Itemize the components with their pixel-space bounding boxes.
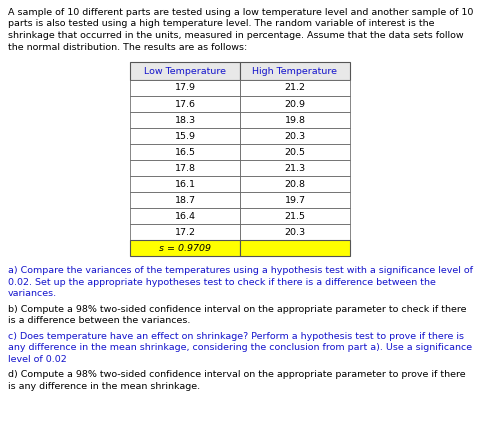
Text: 20.5: 20.5 xyxy=(284,147,305,157)
Text: 15.9: 15.9 xyxy=(174,132,196,140)
Text: shrinkage that occurred in the units, measured in percentage. Assume that the da: shrinkage that occurred in the units, me… xyxy=(8,31,464,40)
Text: 21.5: 21.5 xyxy=(284,211,305,221)
Text: variances.: variances. xyxy=(8,289,57,298)
Text: 19.8: 19.8 xyxy=(284,116,305,125)
Text: 16.1: 16.1 xyxy=(174,180,196,188)
Text: A sample of 10 different parts are tested using a low temperature level and anot: A sample of 10 different parts are teste… xyxy=(8,8,473,17)
Text: 17.6: 17.6 xyxy=(174,99,196,109)
Bar xyxy=(130,176,240,192)
Bar xyxy=(240,192,350,208)
Bar xyxy=(240,112,350,128)
Text: 18.3: 18.3 xyxy=(174,116,196,125)
Text: the normal distribution. The results are as follows:: the normal distribution. The results are… xyxy=(8,42,247,51)
Bar xyxy=(240,224,350,240)
Text: Low Temperature: Low Temperature xyxy=(144,67,226,75)
Bar xyxy=(130,160,240,176)
Bar xyxy=(130,62,240,80)
Bar xyxy=(130,144,240,160)
Text: d) Compute a 98% two-sided confidence interval on the appropriate parameter to p: d) Compute a 98% two-sided confidence in… xyxy=(8,370,466,379)
Bar xyxy=(130,208,240,224)
Bar xyxy=(240,128,350,144)
Text: 20.3: 20.3 xyxy=(284,228,305,236)
Text: 0.02. Set up the appropriate hypotheses test to check if there is a difference b: 0.02. Set up the appropriate hypotheses … xyxy=(8,277,436,286)
Text: parts is also tested using a high temperature level. The random variable of inte: parts is also tested using a high temper… xyxy=(8,20,434,28)
Text: s = 0.9709: s = 0.9709 xyxy=(159,243,211,252)
Text: level of 0.02: level of 0.02 xyxy=(8,354,67,364)
Text: c) Does temperature have an effect on shrinkage? Perform a hypothesis test to pr: c) Does temperature have an effect on sh… xyxy=(8,331,464,341)
Bar xyxy=(240,62,350,80)
Bar xyxy=(130,192,240,208)
Bar xyxy=(130,224,240,240)
Bar xyxy=(130,112,240,128)
Bar xyxy=(240,144,350,160)
Bar xyxy=(130,80,240,96)
Text: any difference in the mean shrinkage, considering the conclusion from part a). U: any difference in the mean shrinkage, co… xyxy=(8,343,472,352)
Bar xyxy=(240,80,350,96)
Text: is a difference between the variances.: is a difference between the variances. xyxy=(8,316,191,325)
Text: 17.8: 17.8 xyxy=(174,164,196,173)
Bar xyxy=(130,240,240,256)
Text: 21.2: 21.2 xyxy=(284,84,305,92)
Bar xyxy=(240,240,350,256)
Text: 20.8: 20.8 xyxy=(284,180,305,188)
Text: 17.9: 17.9 xyxy=(174,84,196,92)
Bar xyxy=(240,208,350,224)
Text: 18.7: 18.7 xyxy=(174,195,196,204)
Text: is any difference in the mean shrinkage.: is any difference in the mean shrinkage. xyxy=(8,382,200,391)
Text: b) Compute a 98% two-sided confidence interval on the appropriate parameter to c: b) Compute a 98% two-sided confidence in… xyxy=(8,304,467,313)
Bar xyxy=(240,96,350,112)
Bar xyxy=(130,128,240,144)
Text: 20.9: 20.9 xyxy=(284,99,305,109)
Text: a) Compare the variances of the temperatures using a hypothesis test with a sign: a) Compare the variances of the temperat… xyxy=(8,266,473,275)
Bar xyxy=(130,96,240,112)
Text: 16.5: 16.5 xyxy=(174,147,196,157)
Text: 19.7: 19.7 xyxy=(284,195,305,204)
Text: High Temperature: High Temperature xyxy=(253,67,338,75)
Text: 21.3: 21.3 xyxy=(284,164,305,173)
Bar xyxy=(240,176,350,192)
Text: 20.3: 20.3 xyxy=(284,132,305,140)
Text: 16.4: 16.4 xyxy=(174,211,196,221)
Text: 17.2: 17.2 xyxy=(174,228,196,236)
Bar xyxy=(240,160,350,176)
